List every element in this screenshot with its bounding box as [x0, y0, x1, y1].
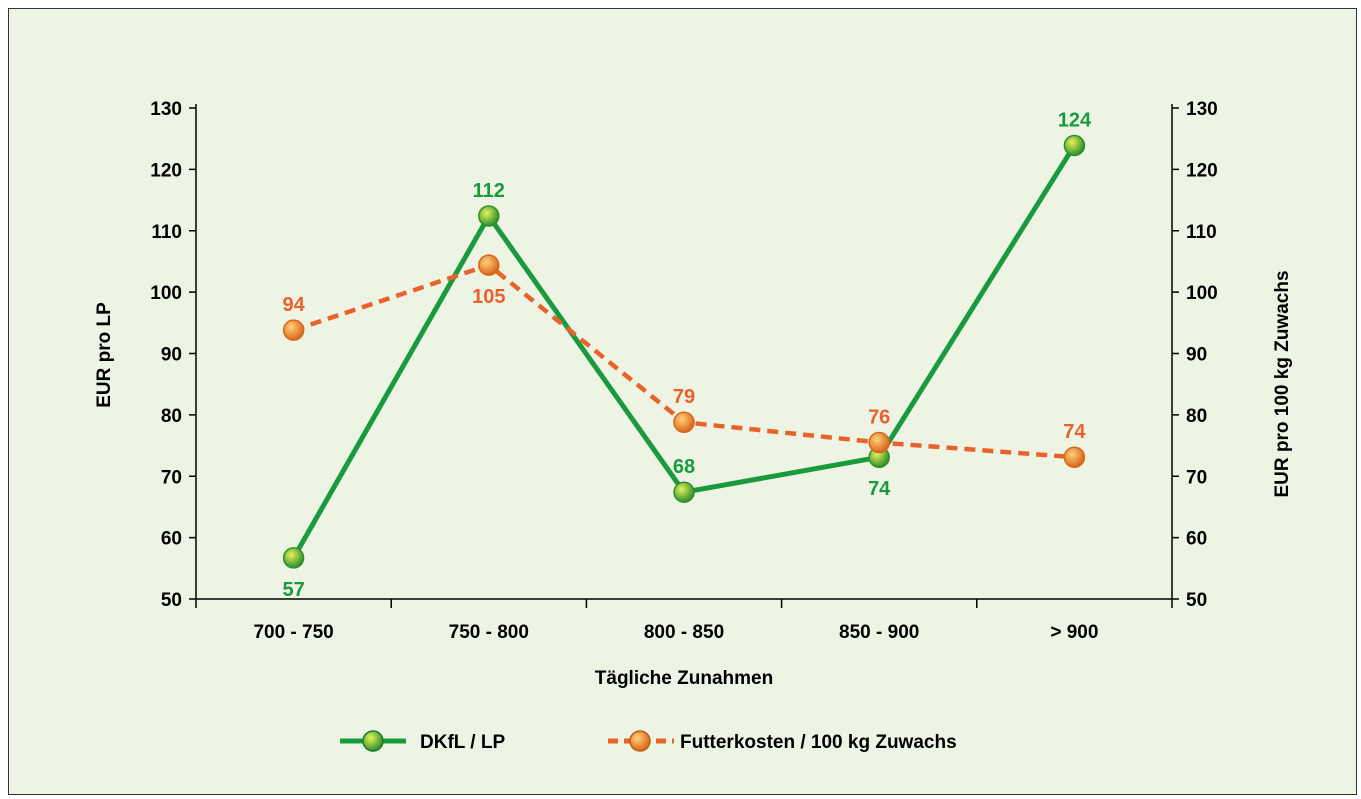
y-tick-label-left: 50 — [161, 590, 182, 611]
data-point — [478, 254, 500, 276]
y-tick-label-left: 70 — [161, 467, 182, 488]
data-label: 94 — [282, 294, 305, 316]
y-tick-label-right: 50 — [1186, 590, 1207, 611]
y-tick-label-right: 100 — [1186, 283, 1218, 304]
y-tick-label-right: 110 — [1186, 222, 1217, 243]
legend-label-futterkosten: Futterkosten / 100 kg Zuwachs — [680, 732, 957, 753]
x-tick-label: 850 - 900 — [839, 622, 919, 643]
series-1: 94 105 79 76 74 — [282, 254, 1086, 468]
data-label: 112 — [473, 180, 505, 202]
y-tick-label-right: 90 — [1186, 345, 1207, 366]
y-tick-label-left: 90 — [161, 345, 182, 366]
y-tick-label-right: 80 — [1186, 406, 1207, 427]
y-tick-label-left: 130 — [150, 99, 182, 120]
data-label: 79 — [673, 386, 695, 408]
y-tick-label-right: 130 — [1186, 99, 1218, 120]
legend: DKfL / LP Futterkosten / 100 kg Zuwachs — [340, 730, 957, 753]
legend-marker-dkfl — [362, 730, 384, 752]
y-axis-right-title: EUR pro 100 kg Zuwachs — [1272, 270, 1293, 497]
y-tick-label-left: 80 — [161, 406, 182, 427]
data-label: 68 — [673, 456, 695, 478]
data-point — [868, 431, 890, 454]
legend-label-dkfl: DKfL / LP — [420, 732, 505, 753]
data-point — [1063, 134, 1086, 157]
data-label: 124 — [1058, 109, 1092, 131]
y-tick-label-right: 70 — [1186, 467, 1207, 488]
data-point — [673, 481, 695, 503]
y-tick-label-left: 100 — [150, 283, 182, 304]
data-point — [282, 547, 305, 569]
y-tick-label-left: 110 — [151, 222, 182, 243]
x-tick-label: 800 - 850 — [644, 622, 724, 643]
x-tick-label: 700 - 750 — [253, 622, 333, 643]
y-tick-label-right: 60 — [1186, 529, 1207, 550]
y-axis-left-title: EUR pro LP — [94, 302, 115, 408]
data-label: 57 — [282, 579, 304, 601]
x-axis-title: Tägliche Zunahmen — [595, 668, 773, 689]
legend-item-futterkosten: Futterkosten / 100 kg Zuwachs — [608, 730, 957, 753]
data-label: 105 — [472, 286, 505, 308]
data-label: 74 — [868, 478, 891, 500]
data-point — [673, 411, 695, 433]
data-point — [478, 205, 500, 227]
legend-marker-futterkosten — [629, 730, 651, 752]
y-tick-label-left: 120 — [150, 160, 182, 181]
x-tick-label: 750 - 800 — [449, 622, 529, 643]
y-tick-label-right: 120 — [1186, 160, 1218, 181]
series-0: 57 112 68 74 124 — [282, 109, 1091, 600]
y-tick-label-left: 60 — [161, 529, 182, 550]
x-tick-label: > 900 — [1050, 622, 1098, 643]
data-point — [282, 319, 305, 341]
chart-frame — [8, 8, 1357, 795]
legend-item-dkfl: DKfL / LP — [340, 730, 505, 753]
data-label: 76 — [868, 406, 890, 428]
data-label: 74 — [1063, 421, 1086, 443]
data-point — [1063, 446, 1086, 468]
